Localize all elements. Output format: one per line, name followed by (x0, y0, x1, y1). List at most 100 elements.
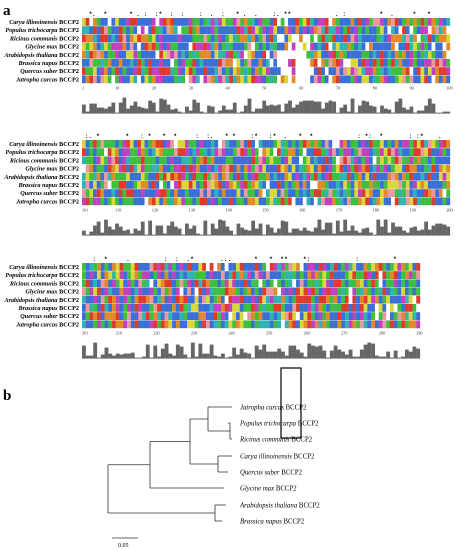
conservation-bar (258, 349, 263, 359)
residue-cell (100, 26, 105, 34)
residue-cell (372, 189, 377, 197)
residue-cell (170, 50, 175, 59)
conservation-bar (187, 357, 192, 359)
conservation-bar (210, 223, 215, 236)
residue-cell (137, 164, 142, 173)
residue-cell (203, 172, 208, 181)
residue-cell (228, 312, 233, 320)
residue-cell (232, 312, 237, 320)
residue-cell (332, 67, 337, 75)
residue-cell (140, 67, 145, 75)
residue-cell (160, 263, 165, 271)
residue-cell (408, 271, 413, 279)
residue-cell (235, 287, 240, 296)
residue-cell (401, 271, 406, 279)
residue-cell (258, 18, 263, 26)
residue-cell (192, 34, 197, 43)
leaf-suffix: BCCP2 (283, 519, 304, 526)
residue-cell (243, 42, 248, 51)
residue-cell (343, 156, 348, 165)
residue-cell (363, 304, 368, 312)
residue-cell (405, 59, 410, 67)
residue-cell (391, 59, 395, 67)
residue-cell (389, 312, 394, 320)
residue-cell (281, 287, 285, 296)
residue-cell (348, 304, 353, 312)
residue-cell (266, 148, 270, 156)
conservation-bar (365, 227, 370, 236)
residue-cell (383, 140, 388, 148)
conservation-bar (266, 105, 270, 114)
residue-cell (126, 75, 130, 84)
residue-cell (243, 295, 248, 304)
residue-cell (310, 26, 314, 34)
residue-cell (118, 59, 123, 67)
residue-cell (438, 50, 443, 59)
residue-cell (416, 59, 421, 67)
residue-cell (365, 34, 370, 43)
residue-cell (251, 279, 255, 288)
residue-cell (412, 287, 417, 296)
residue-cell (332, 197, 337, 206)
residue-cell (405, 197, 410, 206)
residue-cell (210, 172, 215, 181)
residue-cell (203, 75, 208, 84)
residue-cell (148, 156, 153, 165)
residue-cell (133, 156, 138, 165)
residue-cell (89, 279, 94, 288)
residue-cell (369, 67, 373, 75)
residue-cell (111, 181, 116, 189)
residue-cell (225, 172, 230, 181)
residue-cell (239, 304, 244, 312)
residue-cell (254, 164, 259, 173)
residue-cell (313, 197, 318, 206)
residue-cell (314, 271, 319, 279)
residue-cell (310, 75, 314, 84)
residue-cell (372, 42, 377, 51)
residue-cell (344, 279, 349, 288)
residue-cell (232, 42, 237, 51)
conservation-bar (254, 345, 259, 359)
conservation-bar (324, 222, 329, 236)
residue-cell (380, 164, 384, 173)
residue-cell (144, 181, 149, 189)
residue-cell (100, 263, 105, 271)
conservation-bar (291, 228, 296, 236)
residue-cell (232, 59, 237, 67)
residue-cell (159, 172, 164, 181)
residue-cell (140, 34, 145, 43)
residue-cell (284, 75, 289, 84)
residue-cell (306, 181, 311, 189)
residue-cell (383, 197, 388, 206)
residue-cell (262, 26, 267, 34)
residue-cell (126, 189, 130, 197)
conservation-bar (348, 349, 353, 359)
residue-cell (160, 271, 165, 279)
residue-cell (85, 287, 90, 296)
residue-cell (183, 279, 188, 288)
residue-cell (175, 263, 180, 271)
residue-cell (380, 172, 384, 181)
residue-cell (258, 140, 263, 148)
residue-cell (190, 271, 195, 279)
residue-cell (225, 197, 230, 206)
conservation-bar (170, 109, 175, 114)
residue-cell (111, 172, 116, 181)
residue-cell (380, 42, 384, 51)
residue-cell (170, 34, 175, 43)
residue-cell (383, 156, 388, 165)
residue-cell (398, 50, 403, 59)
residue-cell (262, 312, 267, 320)
residue-cell (107, 197, 112, 206)
conservation-bar (209, 344, 214, 359)
conservation-bar (251, 220, 256, 236)
residue-cell (247, 172, 252, 181)
residue-cell (324, 164, 329, 173)
residue-cell (111, 59, 116, 67)
residue-cell (236, 156, 241, 165)
residue-cell (148, 67, 153, 75)
residue-cell (89, 263, 94, 271)
residue-cell (291, 59, 296, 67)
residue-cell (337, 271, 342, 279)
